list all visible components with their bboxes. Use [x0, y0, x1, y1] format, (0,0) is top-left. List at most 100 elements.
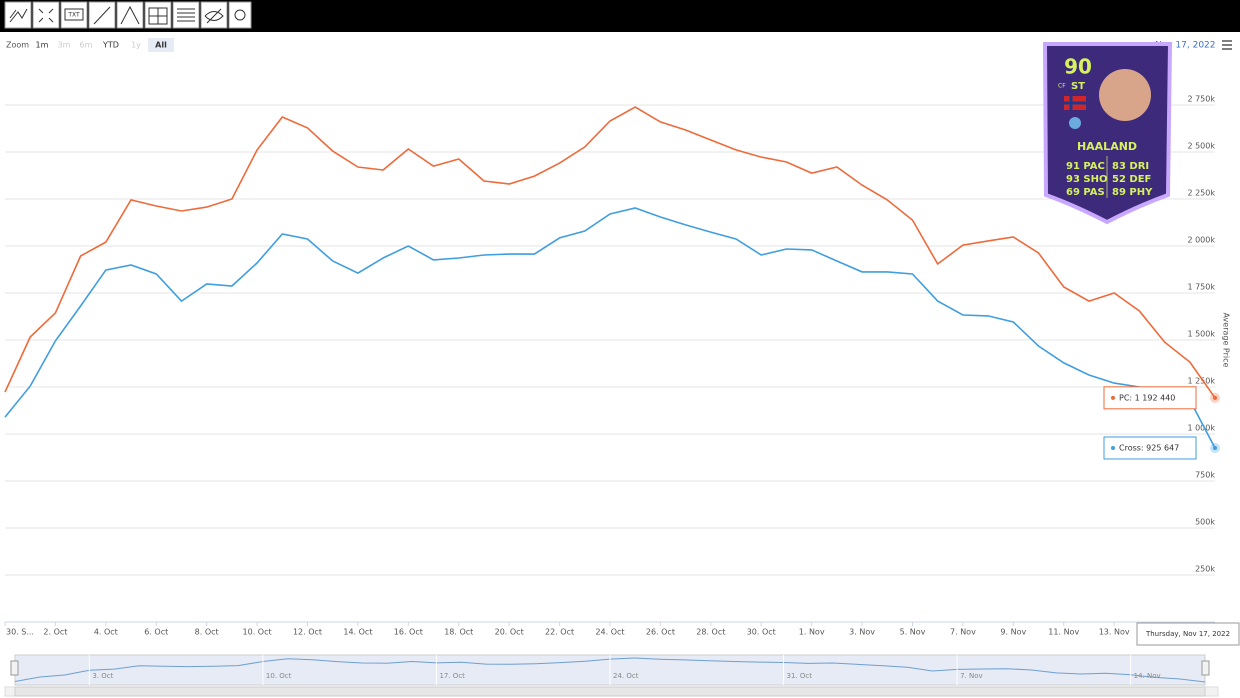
zoom-button[interactable]: All: [155, 41, 167, 50]
card-stat: 89 PHY: [1112, 187, 1153, 198]
tooltip-box: [1103, 436, 1197, 460]
navigator-tick-label: 17. Oct: [439, 672, 465, 680]
x-tick-label: 8. Oct: [195, 628, 219, 637]
icon: [9, 8, 28, 23]
x-tick-label: 2. Oct: [43, 628, 67, 637]
icon-label: TXT: [67, 12, 80, 19]
y-tick-label: 250k: [1195, 565, 1215, 574]
card-rating: 90: [1064, 55, 1092, 79]
card-player: [1099, 69, 1151, 121]
x-tick-label: 6. Oct: [144, 628, 168, 637]
card-stat: 52 DEF: [1112, 174, 1151, 185]
tool-hide[interactable]: [200, 1, 228, 29]
icon: [64, 8, 84, 21]
y-tick-label: 2 000k: [1187, 236, 1215, 245]
card-alt-position: CF: [1058, 83, 1066, 90]
hover-point: [1213, 445, 1217, 450]
x-tick-label: 10. Oct: [243, 628, 272, 637]
tooltip-text: PC: 1 192 440: [1119, 393, 1175, 402]
navigator-handle[interactable]: [10, 660, 19, 676]
x-tick-label: 22. Oct: [545, 628, 574, 637]
navigator-tick-label: 31. Oct: [787, 672, 813, 680]
series-line: [4, 207, 1216, 449]
navigator-tick-label: 7. Nov: [960, 672, 983, 680]
hover-point: [1213, 395, 1217, 400]
y-tick-label: 750k: [1195, 471, 1215, 480]
zoom-button[interactable]: 3m: [58, 41, 71, 50]
x-tick-label: 30. Oct: [747, 628, 776, 637]
y-tick-label: 2 250k: [1187, 189, 1215, 198]
zoom-button-bg: [148, 38, 174, 52]
icon: [93, 6, 111, 25]
navigator-tick-label: 14. Nov: [1134, 672, 1161, 680]
y-tick-label: 1 000k: [1187, 424, 1215, 433]
tool-fullscreen[interactable]: [32, 1, 60, 29]
menu-button[interactable]: [1222, 40, 1232, 50]
y-tick-label: 1 500k: [1187, 330, 1215, 339]
icon: [120, 5, 140, 25]
navigator-tick-label: 10. Oct: [266, 672, 292, 680]
toolbar-buttons: TXT: [4, 1, 252, 29]
zoom-button[interactable]: 1m: [36, 41, 49, 50]
range-to: Nov 17, 2022: [1155, 41, 1216, 51]
tooltip-dot: [1111, 445, 1115, 450]
x-tick-label: 14. Oct: [343, 628, 372, 637]
zoom-button[interactable]: 1y: [131, 41, 141, 50]
zoom-button[interactable]: 6m: [80, 41, 93, 50]
icon: [234, 9, 246, 21]
card-position: ST: [1071, 81, 1085, 92]
card-stat: 69 PAS: [1066, 187, 1105, 198]
icon: [38, 8, 54, 23]
y-tick-label: 1 750k: [1187, 283, 1215, 292]
x-tick-label: 4. Oct: [94, 628, 118, 637]
flag-cross: [1064, 96, 1086, 110]
x-tick-label: 24. Oct: [595, 628, 624, 637]
date-tooltip: Thursday, Nov 17, 2022: [1145, 630, 1230, 638]
x-tick-label: 18. Oct: [444, 628, 473, 637]
tooltip-text: Cross: 925 647: [1119, 443, 1179, 452]
series-line: [4, 106, 1216, 399]
x-tick-label: 12. Oct: [293, 628, 322, 637]
range-selector: Zoom Nov 17, 2022 1m 3m 6m YTD 1y All: [6, 38, 1232, 52]
tool-lines[interactable]: [4, 1, 32, 29]
y-tick-label: 2 500k: [1187, 142, 1215, 151]
icon: [204, 8, 224, 24]
x-tick-label: 28. Oct: [696, 628, 725, 637]
card-name: HAALAND: [1077, 140, 1137, 153]
navigator-tick-label: 3. Oct: [92, 672, 113, 680]
y-tick-label: 1 250k: [1187, 377, 1215, 386]
navigator-handle[interactable]: [1201, 660, 1210, 676]
tool-table[interactable]: [172, 1, 200, 29]
x-tick-label: 5. Nov: [900, 628, 926, 637]
card-stat: 91 PAC: [1066, 161, 1105, 172]
y-axis-title: Average Price: [1222, 313, 1231, 368]
card-stat: 83 DRI: [1112, 161, 1149, 172]
player-card: 90 ST CF HAALAND 91 PAC 83 DRI 93 SHO 52 DE…: [1042, 42, 1173, 225]
card-stat: 93 SHO: [1066, 174, 1107, 185]
tool-zoom[interactable]: [228, 1, 252, 29]
zoom-button[interactable]: YTD: [102, 41, 119, 50]
icon: [177, 8, 195, 22]
x-tick-label: 16. Oct: [394, 628, 423, 637]
icon: [148, 7, 168, 25]
x-tick-label: 30. S...: [6, 628, 34, 637]
date-tooltip-box: [1136, 622, 1240, 646]
x-tick-label: 3. Nov: [849, 628, 875, 637]
x-tick-label: 7. Nov: [950, 628, 976, 637]
tooltip-box: [1103, 386, 1197, 410]
scrollbar-thumb[interactable]: [14, 686, 1206, 697]
navigator-tick-label: 24. Oct: [613, 672, 639, 680]
x-tick-label: 13. Nov: [1099, 628, 1130, 637]
x-tick-label: 9. Nov: [1000, 628, 1026, 637]
y-tick-label: 2 750k: [1187, 95, 1215, 104]
card-club: [1069, 117, 1081, 129]
x-tick-label: 20. Oct: [495, 628, 524, 637]
x-tick-label: 11. Nov: [1048, 628, 1079, 637]
plot-area: 250k 500k 750k 1 000k 1 250k 1 500k 1 750k 2 00…: [4, 95, 1240, 697]
y-tick-label: 500k: [1195, 518, 1215, 527]
tool-fib[interactable]: [116, 1, 144, 29]
tooltip-dot: [1111, 395, 1115, 400]
zoom-label: Zoom: [6, 41, 29, 50]
x-tick-label: 26. Oct: [646, 628, 675, 637]
